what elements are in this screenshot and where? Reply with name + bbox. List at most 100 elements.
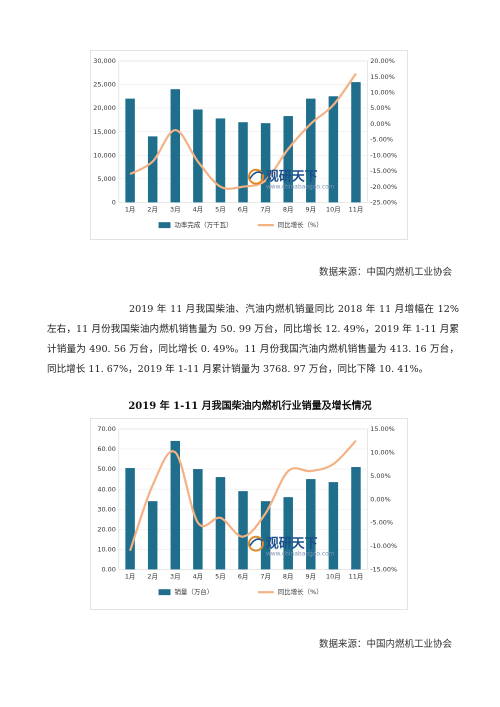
legend-bar-swatch: [158, 589, 171, 596]
chart-2-title: 2019 年 1-11 月我国柴油内燃机行业销量及增长情况: [128, 401, 372, 412]
bar: [215, 477, 226, 570]
x-tick-label: 11月: [349, 205, 364, 213]
bar: [238, 491, 248, 570]
bar: [238, 122, 248, 203]
y-left-tick-label: 30.00: [97, 505, 115, 513]
bar: [125, 98, 135, 203]
y-right-tick-label: -10.00%: [370, 151, 397, 159]
bar: [170, 89, 181, 203]
y-left-tick-label: 30,000: [93, 57, 116, 65]
bar: [193, 109, 203, 203]
x-tick-label: 9月: [306, 205, 317, 213]
y-left-tick-label: 20.00: [97, 525, 115, 533]
x-tick-label: 1月: [125, 572, 136, 580]
y-left-tick-label: 10.00: [97, 546, 115, 554]
x-tick-label: 2月: [147, 572, 158, 580]
bar: [351, 467, 361, 570]
x-tick-label: 5月: [215, 205, 226, 213]
x-tick-label: 7月: [260, 572, 271, 580]
legend-bar-label: 功率完成（万千瓦）: [174, 220, 232, 229]
bar: [283, 116, 293, 203]
y-right-tick-label: 20.00%: [370, 57, 395, 65]
x-tick-label: 8月: [283, 572, 294, 580]
bar: [306, 98, 316, 203]
chart-1-svg: 0 5,000 10,000 15,000 20,000 25,000 30,000 -25.…: [93, 57, 397, 229]
y-left-tick-label: 50.00: [97, 465, 115, 473]
y-left-tick-label: 15,000: [93, 128, 116, 136]
x-tick-label: 8月: [283, 205, 294, 213]
legend-line-label: 同比增长（%）: [278, 220, 323, 229]
y-right-tick-label: 10.00%: [370, 449, 395, 457]
y-right-tick-label: -20.00%: [370, 183, 397, 191]
chart-2: 0.00 10.00 20.00 30.00 40.00 50.00 60.00 70.00 -…: [90, 418, 408, 610]
bar: [328, 96, 339, 203]
chart-1: 0 5,000 10,000 15,000 20,000 25,000 30,000 -25.…: [90, 50, 408, 240]
chart-2-svg: 0.00 10.00 20.00 30.00 40.00 50.00 60.00 70.00 -…: [97, 425, 397, 596]
y-right-tick-label: 15.00%: [370, 425, 395, 433]
bar: [125, 468, 135, 570]
y-left-tick-label: 70.00: [97, 425, 115, 433]
y-right-tick-label: 10.00%: [370, 89, 395, 97]
x-tick-label: 1月: [125, 205, 136, 213]
growth-line: [129, 439, 357, 552]
data-source-1: 数据来源：中国内燃机工业协会: [318, 267, 452, 278]
bar: [260, 123, 271, 203]
bar: [260, 501, 271, 570]
watermark-logo-icon: [248, 168, 264, 185]
y-right-tick-label: 15.00%: [370, 73, 395, 81]
y-left-tick-label: 0.00: [101, 566, 115, 574]
bar: [215, 118, 226, 203]
growth-line: [129, 72, 357, 190]
y-left-tick-label: 20,000: [93, 104, 116, 112]
y-right-tick-label: -15.00%: [370, 167, 397, 175]
bar: [147, 501, 158, 570]
watermark-logo-icon: [248, 535, 264, 552]
body-paragraph: 2019 年 11 月我国柴油、汽油内燃机销量同比 2018 年 11 月增幅在…: [47, 304, 459, 375]
x-tick-label: 6月: [238, 205, 249, 213]
data-source-2: 数据来源：中国内燃机工业协会: [318, 639, 452, 650]
watermark-url: www.chinabaogao.com: [266, 184, 335, 191]
y-right-tick-label: -5.00%: [370, 136, 393, 144]
x-tick-label: 11月: [349, 572, 364, 580]
watermark-url: www.chinabaogao.com: [266, 551, 335, 558]
watermark-swoosh-icon: [249, 171, 264, 180]
bar: [328, 482, 339, 570]
x-tick-label: 5月: [215, 572, 226, 580]
y-left-tick-label: 0: [112, 199, 116, 207]
bar: [170, 440, 181, 570]
y-right-tick-label: -15.00%: [370, 566, 397, 574]
legend-bar-swatch: [158, 222, 171, 229]
y-right-tick-label: 5.00%: [370, 472, 390, 480]
bar: [351, 82, 361, 203]
x-tick-label: 7月: [260, 205, 271, 213]
bar: [306, 479, 316, 570]
x-tick-label: 4月: [193, 205, 204, 213]
x-tick-label: 3月: [170, 205, 181, 213]
y-right-tick-label: 5.00%: [370, 104, 390, 112]
x-tick-label: 6月: [238, 572, 249, 580]
x-tick-label: 10月: [326, 572, 341, 580]
bar: [193, 469, 203, 570]
y-right-tick-label: -10.00%: [370, 542, 397, 550]
legend-line-label: 同比增长（%）: [278, 587, 323, 596]
x-tick-label: 9月: [306, 572, 317, 580]
x-tick-label: 2月: [147, 205, 158, 213]
x-tick-label: 4月: [193, 572, 204, 580]
y-right-tick-label: 0.00%: [370, 495, 390, 503]
y-left-tick-label: 40.00: [97, 485, 115, 493]
x-tick-label: 3月: [170, 572, 181, 580]
y-left-tick-label: 10,000: [93, 151, 116, 159]
y-left-tick-label: 5,000: [97, 175, 115, 183]
y-right-tick-label: 0.00%: [370, 120, 390, 128]
x-tick-label: 10月: [326, 205, 341, 213]
y-right-tick-label: -25.00%: [370, 199, 397, 207]
watermark-text: 观研天下: [266, 170, 318, 185]
y-right-tick-label: -5.00%: [370, 519, 393, 527]
bar: [147, 136, 158, 203]
watermark-swoosh-icon: [249, 538, 264, 547]
watermark-text: 观研天下: [266, 537, 318, 552]
bar: [283, 497, 293, 570]
y-left-tick-label: 25,000: [93, 81, 116, 89]
y-left-tick-label: 60.00: [97, 445, 115, 453]
legend-bar-label: 销量（万台）: [174, 587, 213, 596]
